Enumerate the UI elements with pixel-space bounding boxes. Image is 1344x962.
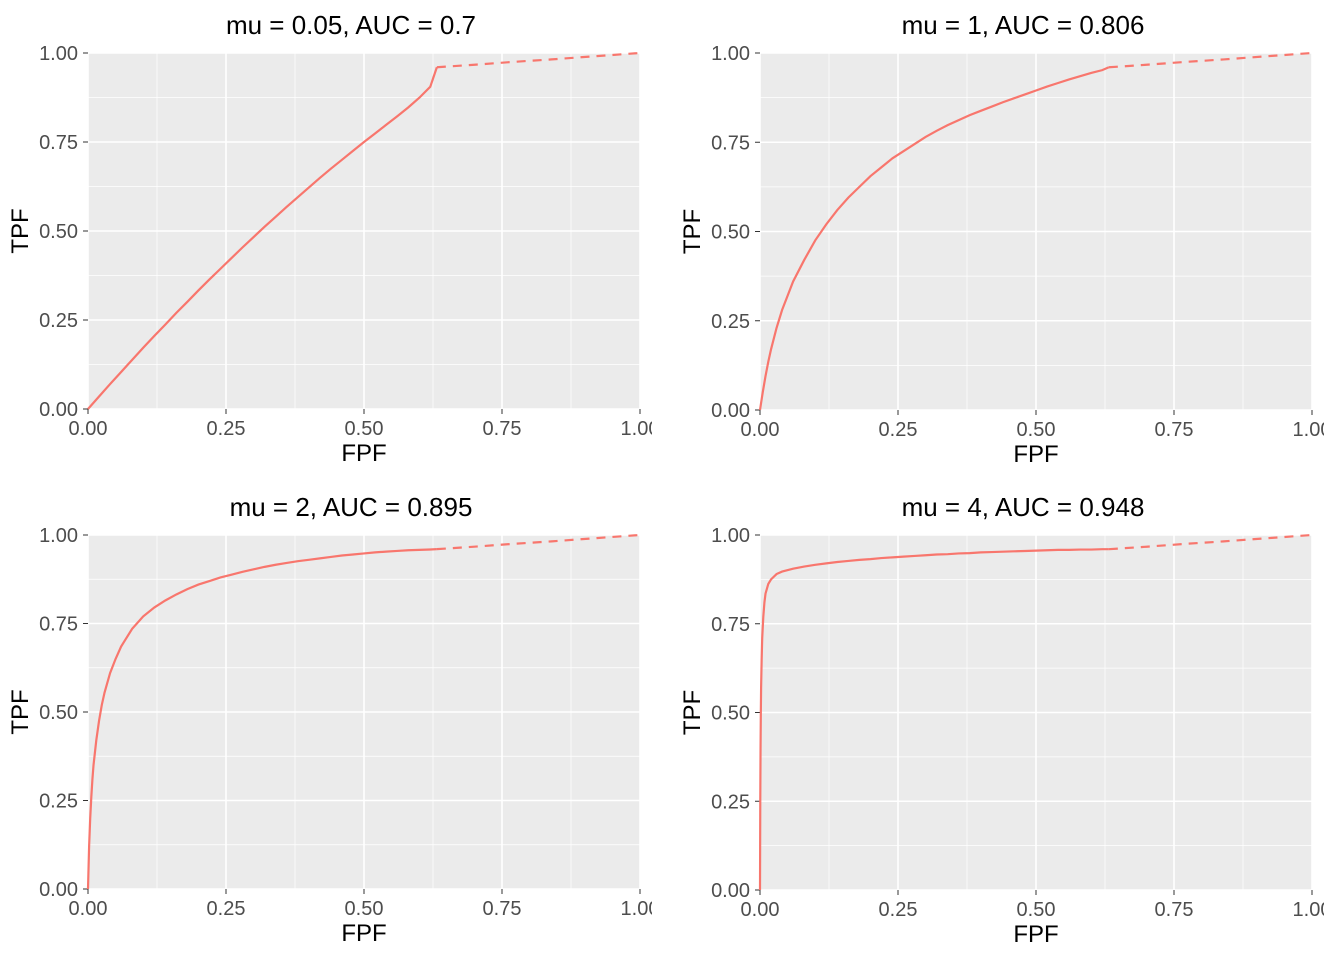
y-tick-label: 0.75 (711, 132, 750, 154)
x-tick-label: 0.50 (1017, 899, 1056, 921)
x-tick-label: 0.00 (741, 419, 780, 441)
x-tick-label: 0.25 (207, 898, 246, 920)
x-axis-title: FPF (1013, 921, 1058, 948)
roc-plot: 0.00 0.25 0.50 0.75 1.00 0.00 0.25 0.50 0.75 1.00… (10, 527, 652, 951)
plot-area: 0.00 0.25 0.50 0.75 1.00 0.00 0.25 0.50 0.75 1.00… (682, 527, 1324, 953)
y-tick-label: 0.00 (39, 399, 78, 421)
x-tick-label: 0.00 (741, 899, 780, 921)
y-tick-label: 0.25 (711, 311, 750, 333)
roc-plot: 0.00 0.25 0.50 0.75 1.00 0.00 0.25 0.50 0.75 1.00… (10, 45, 652, 471)
y-tick-label: 0.50 (711, 703, 750, 725)
plot-area: 0.00 0.25 0.50 0.75 1.00 0.00 0.25 0.50 0.75 1.00… (10, 527, 652, 953)
y-axis-title: TPF (10, 208, 34, 253)
panel-mu-4: mu = 4, AUC = 0.948 0.00 0.25 0.50 0.75 1.00… (672, 482, 1344, 962)
x-tick-label: 0.25 (879, 899, 918, 921)
x-tick-label: 0.75 (483, 898, 522, 920)
panel-mu-2: mu = 2, AUC = 0.895 0.00 0.25 0.50 0.75 1.00… (0, 482, 672, 962)
y-tick-label: 0.50 (711, 222, 750, 244)
panel-mu-1: mu = 1, AUC = 0.806 0.00 0.25 0.50 0.75 1.00… (672, 0, 1344, 482)
y-tick-label: 0.00 (711, 880, 750, 902)
x-tick-label: 0.25 (879, 419, 918, 441)
y-tick-label: 0.75 (711, 614, 750, 636)
x-tick-label: 0.75 (483, 418, 522, 440)
x-axis-title: FPF (341, 440, 386, 467)
panel-title: mu = 4, AUC = 0.948 (682, 492, 1324, 523)
x-tick-label: 1.00 (621, 898, 652, 920)
x-tick-label: 1.00 (1293, 899, 1324, 921)
x-tick-label: 0.25 (207, 418, 246, 440)
y-tick-label: 1.00 (711, 45, 750, 65)
panel-title: mu = 2, AUC = 0.895 (10, 492, 652, 523)
y-axis-title: TPF (682, 209, 706, 254)
panel-title: mu = 0.05, AUC = 0.7 (10, 10, 652, 41)
y-tick-label: 1.00 (39, 527, 78, 547)
x-axis-title: FPF (1013, 441, 1058, 468)
x-tick-label: 0.75 (1155, 899, 1194, 921)
panel-title: mu = 1, AUC = 0.806 (682, 10, 1324, 41)
plot-area: 0.00 0.25 0.50 0.75 1.00 0.00 0.25 0.50 0.75 1.00… (682, 45, 1324, 473)
x-tick-label: 0.00 (69, 418, 108, 440)
y-axis-title: TPF (10, 689, 34, 734)
y-tick-label: 0.25 (39, 791, 78, 813)
y-tick-label: 0.00 (39, 879, 78, 901)
chart-grid: mu = 0.05, AUC = 0.7 0.00 0.25 0.50 0.75 1.0… (0, 0, 1344, 960)
y-tick-label: 0.75 (39, 614, 78, 636)
x-tick-label: 0.50 (345, 898, 384, 920)
panel-mu-0.05: mu = 0.05, AUC = 0.7 0.00 0.25 0.50 0.75 1.0… (0, 0, 672, 482)
x-tick-label: 0.75 (1155, 419, 1194, 441)
y-tick-label: 0.50 (39, 221, 78, 243)
y-tick-label: 0.25 (39, 310, 78, 332)
x-tick-label: 1.00 (621, 418, 652, 440)
x-tick-label: 0.50 (1017, 419, 1056, 441)
plot-area: 0.00 0.25 0.50 0.75 1.00 0.00 0.25 0.50 0.75 1.00… (10, 45, 652, 473)
x-tick-label: 0.00 (69, 898, 108, 920)
y-tick-label: 0.50 (39, 702, 78, 724)
y-axis-title: TPF (682, 690, 706, 735)
roc-plot: 0.00 0.25 0.50 0.75 1.00 0.00 0.25 0.50 0.75 1.00… (682, 527, 1324, 952)
y-tick-label: 0.75 (39, 132, 78, 154)
y-tick-label: 0.25 (711, 791, 750, 813)
roc-plot: 0.00 0.25 0.50 0.75 1.00 0.00 0.25 0.50 0.75 1.00… (682, 45, 1324, 472)
x-tick-label: 1.00 (1293, 419, 1324, 441)
y-tick-label: 1.00 (711, 527, 750, 547)
x-axis-title: FPF (341, 920, 386, 947)
x-tick-label: 0.50 (345, 418, 384, 440)
y-tick-label: 0.00 (711, 400, 750, 422)
y-tick-label: 1.00 (39, 45, 78, 65)
